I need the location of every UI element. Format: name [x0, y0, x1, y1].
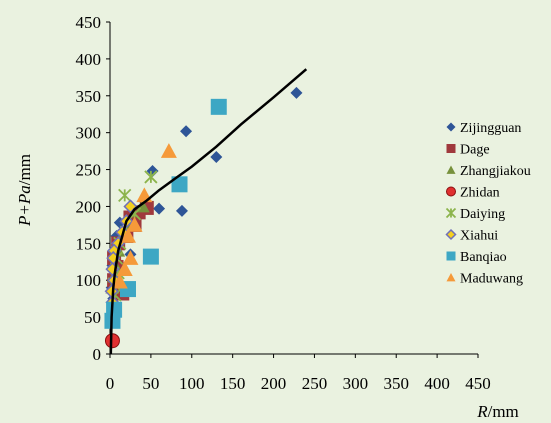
- legend-marker-maduwang: [446, 273, 456, 282]
- fit-curve: [109, 68, 308, 355]
- y-tick-label: 350: [76, 87, 102, 106]
- legend-label-maduwang: Maduwang: [460, 272, 523, 287]
- data-point: [104, 333, 120, 349]
- x-tick-label: 250: [302, 374, 328, 393]
- x-tick-label: 400: [424, 374, 450, 393]
- legend-marker-dage: [446, 144, 456, 153]
- data-point: [175, 204, 188, 217]
- x-axis-unit: /mm: [488, 402, 519, 421]
- legend-label-banqiao: Banqiao: [460, 250, 507, 265]
- y-axis-title: P+Pa/mm: [15, 154, 34, 227]
- legend-marker-zijingguan: [446, 122, 456, 132]
- series-maduwang: [111, 143, 177, 289]
- x-tick-label: 350: [383, 374, 409, 393]
- x-tick-label: 150: [220, 374, 246, 393]
- data-point: [153, 202, 166, 215]
- y-tick-label: 100: [76, 271, 102, 290]
- y-tick-label: 200: [76, 197, 102, 216]
- data-point: [111, 273, 128, 289]
- data-point: [171, 176, 188, 193]
- x-axis-variable: R: [476, 402, 488, 421]
- series-banqiao: [104, 98, 227, 329]
- y-axis-variable: P+Pa: [15, 185, 34, 227]
- x-tick-label: 0: [106, 374, 115, 393]
- data-point: [210, 98, 227, 115]
- axes: [109, 22, 478, 355]
- y-tick-label: 450: [76, 13, 102, 32]
- data-points: [104, 86, 303, 349]
- series-zhidan: [104, 333, 120, 349]
- data-point: [180, 125, 193, 138]
- y-axis-unit: /mm: [15, 154, 34, 185]
- data-point: [118, 188, 132, 203]
- data-point: [119, 227, 136, 243]
- data-point: [116, 261, 133, 276]
- legend-label-dage: Dage: [460, 143, 490, 158]
- y-tick-label: 250: [76, 161, 102, 180]
- x-tick-label: 100: [179, 374, 205, 393]
- data-point: [136, 187, 153, 203]
- legend-label-xiahui: Xiahui: [460, 229, 498, 244]
- data-point: [290, 86, 303, 99]
- legend-marker-daiying: [445, 207, 457, 219]
- fit-curve-group: [109, 68, 308, 355]
- data-point: [122, 250, 139, 265]
- data-point: [126, 216, 143, 232]
- y-tick-label: 0: [93, 345, 102, 364]
- legend-label-zhidan: Zhidan: [460, 186, 500, 201]
- x-tick-label: 300: [343, 374, 369, 393]
- legend-marker-zhidan: [446, 186, 456, 197]
- data-point: [210, 151, 223, 164]
- data-point: [144, 170, 158, 184]
- x-axis-title: R/mm: [476, 402, 519, 421]
- legend-marker-banqiao: [446, 251, 456, 261]
- x-tick-labels: 0 50 100 150 200 250 300 350 400 450: [106, 354, 491, 393]
- legend: Zijingguan Dage Zhangjiakou Zhidan Daiying Xi…: [445, 121, 531, 287]
- y-tick-label: 150: [76, 234, 102, 253]
- y-tick-label: 50: [84, 308, 101, 327]
- legend-label-daiying: Daiying: [460, 207, 505, 222]
- data-point: [160, 143, 177, 158]
- x-tick-label: 200: [261, 374, 287, 393]
- legend-label-zhangjiakou: Zhangjiakou: [460, 164, 531, 179]
- x-tick-label: 50: [142, 374, 159, 393]
- y-tick-labels: 0 50 100 150 200 250 300 350 400 450: [76, 13, 110, 364]
- y-tick-label: 400: [76, 50, 102, 69]
- data-point: [146, 165, 159, 178]
- y-tick-label: 300: [76, 124, 102, 143]
- legend-marker-xiahui: [445, 228, 457, 241]
- legend-label-zijingguan: Zijingguan: [460, 121, 521, 136]
- legend-marker-zhangjiakou: [446, 165, 456, 174]
- data-point: [142, 248, 159, 265]
- x-tick-label: 450: [465, 374, 491, 393]
